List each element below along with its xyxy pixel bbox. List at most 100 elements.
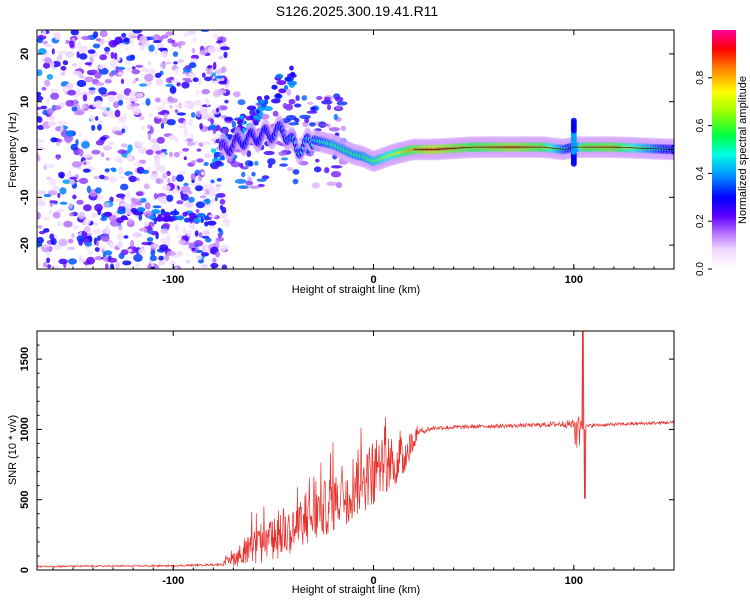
noise-speckle xyxy=(174,266,179,269)
transition-blob xyxy=(288,122,300,126)
lower-branch-blob xyxy=(121,206,126,212)
noise-speckle xyxy=(108,72,115,77)
transition-blob xyxy=(272,110,279,117)
noise-speckle xyxy=(44,79,51,87)
noise-speckle xyxy=(173,61,178,65)
noise-speckle xyxy=(169,260,176,265)
snr-y-tick-label: 0 xyxy=(19,567,31,573)
noise-speckle xyxy=(48,115,56,121)
noise-speckle xyxy=(192,37,197,43)
noise-speckle xyxy=(119,175,125,180)
noise-speckle xyxy=(217,192,226,198)
noise-speckle xyxy=(95,85,100,91)
spectrogram-x-label: Height of straight line (km) xyxy=(292,284,420,296)
noise-speckle xyxy=(219,245,227,252)
noise-speckle xyxy=(127,98,132,106)
noise-speckle xyxy=(160,152,166,159)
transition-blob xyxy=(333,113,338,120)
transition-blob xyxy=(319,123,329,127)
noise-speckle xyxy=(174,104,183,108)
noise-speckle xyxy=(152,205,162,209)
noise-speckle xyxy=(77,41,82,50)
noise-speckle xyxy=(51,48,55,55)
noise-speckle xyxy=(161,99,165,108)
colorbar-tick-label: 0.6 xyxy=(695,118,706,132)
noise-speckle xyxy=(37,142,41,147)
noise-speckle xyxy=(188,72,196,79)
transition-blob xyxy=(294,117,300,123)
noise-speckle xyxy=(83,154,94,158)
noise-speckle xyxy=(69,179,76,185)
noise-speckle xyxy=(108,141,114,146)
transition-blob xyxy=(220,105,228,111)
noise-speckle xyxy=(55,208,65,213)
noise-speckle xyxy=(128,175,137,183)
noise-speckle xyxy=(154,50,158,55)
snr-y-tick-label: 1000 xyxy=(19,417,31,441)
transition-blob xyxy=(237,99,246,106)
noise-speckle xyxy=(37,91,42,97)
noise-speckle xyxy=(158,255,164,261)
noise-speckle xyxy=(176,200,184,205)
noise-speckle xyxy=(182,148,190,152)
noise-speckle xyxy=(83,218,91,226)
noise-speckle xyxy=(139,115,145,121)
snr-marks xyxy=(37,331,674,569)
noise-speckle xyxy=(210,118,214,125)
noise-speckle xyxy=(83,161,87,165)
noise-speckle xyxy=(100,152,105,157)
noise-speckle xyxy=(81,35,91,41)
transition-blob xyxy=(230,161,241,168)
noise-speckle xyxy=(37,262,41,268)
noise-speckle xyxy=(146,237,154,242)
noise-speckle xyxy=(218,80,228,85)
noise-speckle xyxy=(118,99,124,106)
noise-speckle xyxy=(183,120,187,126)
noise-speckle xyxy=(99,54,108,61)
noise-speckle xyxy=(211,72,217,77)
transition-blob xyxy=(238,185,249,190)
noise-speckle xyxy=(128,218,133,225)
noise-speckle xyxy=(111,168,117,173)
noise-speckle xyxy=(91,149,101,155)
noise-speckle xyxy=(37,69,43,77)
lower-branch-blob xyxy=(182,211,188,217)
spectrogram-y-label: Frequency (Hz) xyxy=(7,112,19,188)
transition-blob xyxy=(246,150,252,158)
noise-speckle xyxy=(120,78,125,85)
noise-speckle xyxy=(107,257,118,263)
noise-speckle xyxy=(190,173,196,181)
noise-speckle xyxy=(108,242,115,249)
noise-speckle xyxy=(78,75,85,79)
noise-speckle xyxy=(44,44,54,48)
noise-speckle xyxy=(97,124,102,131)
noise-speckle xyxy=(183,126,188,135)
noise-speckle xyxy=(214,196,218,202)
transition-blob xyxy=(316,96,323,100)
noise-speckle xyxy=(199,195,207,199)
noise-speckle xyxy=(154,264,160,269)
noise-speckle xyxy=(94,256,102,261)
noise-speckle xyxy=(56,139,63,143)
noise-speckle xyxy=(177,235,183,239)
noise-speckle xyxy=(201,88,210,95)
noise-speckle xyxy=(52,185,60,192)
noise-speckle xyxy=(68,258,77,265)
lower-branch-blob xyxy=(162,215,169,221)
snr-x-label: Height of straight line (km) xyxy=(292,584,420,596)
noise-speckle xyxy=(169,104,173,109)
noise-speckle xyxy=(181,81,190,89)
noise-speckle xyxy=(205,237,212,243)
noise-speckle xyxy=(159,62,167,69)
spectrogram-x-tick-label: 100 xyxy=(565,274,583,286)
noise-speckle xyxy=(135,77,139,82)
noise-speckle xyxy=(121,32,127,38)
rising-branch-blob xyxy=(287,80,297,86)
noise-speckle xyxy=(160,122,164,129)
noise-speckle xyxy=(37,116,43,123)
noise-speckle xyxy=(152,34,161,42)
